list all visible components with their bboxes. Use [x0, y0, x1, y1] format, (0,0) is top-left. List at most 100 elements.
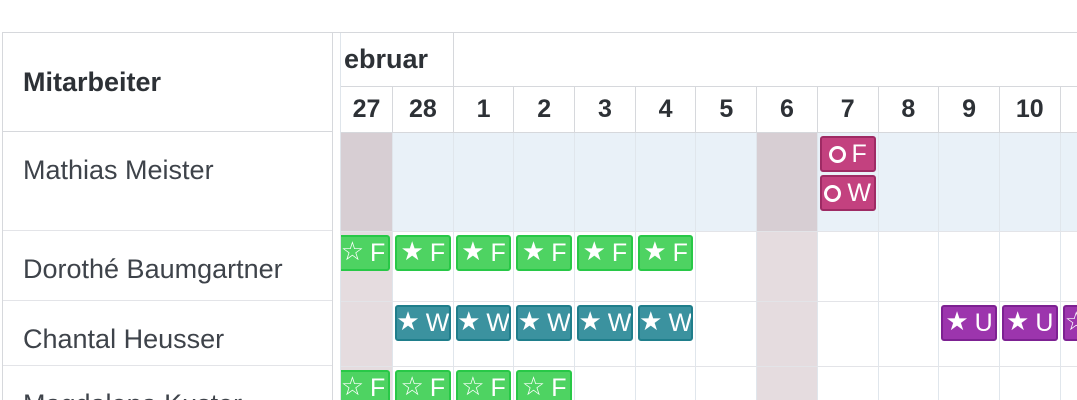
star-filled-icon: ★: [521, 237, 546, 267]
day-cell[interactable]: ★ W: [514, 302, 576, 366]
shift-badge[interactable]: ☆ F: [516, 370, 573, 400]
day-cell[interactable]: [879, 302, 940, 366]
day-cell[interactable]: ★ W: [575, 302, 636, 366]
badge-stack: ☆: [1062, 305, 1077, 341]
day-cell[interactable]: ★ F: [454, 232, 515, 301]
shift-letter: F: [851, 139, 867, 168]
shift-badge[interactable]: ☆ F: [341, 370, 390, 400]
shift-badge[interactable]: ☆ F: [341, 235, 390, 271]
employee-name: Chantal Heusser: [23, 324, 225, 354]
shift-badge[interactable]: ☆: [1062, 305, 1077, 341]
day-cell[interactable]: [635, 133, 697, 231]
day-cell[interactable]: [696, 232, 758, 301]
day-cell[interactable]: ★ F: [514, 232, 576, 301]
shift-badge[interactable]: ★ F: [395, 235, 451, 271]
shift-letter: W: [607, 308, 632, 337]
day-cell[interactable]: ☆ F: [393, 367, 454, 400]
shift-badge[interactable]: ☆ F: [455, 370, 512, 400]
day-cell[interactable]: [939, 133, 1000, 231]
day-cell[interactable]: [575, 133, 636, 231]
month-header-row: ebruar: [341, 33, 1077, 87]
shift-letter: F: [370, 238, 386, 267]
shift-badge[interactable]: ★ F: [455, 235, 512, 271]
day-cell[interactable]: ☆ F: [454, 367, 515, 400]
day-cell[interactable]: [757, 367, 818, 400]
employee-name: Dorothé Baumgartner: [23, 254, 283, 284]
employee-name-cell: Magdalena Kuster: [3, 366, 332, 400]
shift-badge[interactable]: ★ W: [516, 305, 573, 341]
day-cell[interactable]: [879, 232, 940, 301]
day-cell[interactable]: ★ W: [454, 302, 515, 366]
shift-badge[interactable]: W: [819, 175, 876, 211]
star-outline-icon: ☆: [521, 372, 546, 400]
day-cell[interactable]: ☆ F: [341, 367, 393, 400]
shift-letter: F: [611, 238, 628, 267]
schedule-row: ★W★W★W★W★W★U★U☆: [341, 302, 1077, 367]
star-filled-icon: ★: [396, 307, 420, 337]
day-cell[interactable]: [818, 302, 879, 366]
day-cell[interactable]: [818, 232, 879, 301]
badge-stack: ★ F: [395, 235, 451, 271]
circle-outline-icon: [824, 184, 842, 202]
shift-badge[interactable]: ★ W: [455, 305, 512, 341]
day-cell[interactable]: [1060, 133, 1077, 231]
day-cell[interactable]: [575, 367, 636, 400]
day-cell[interactable]: ★ F: [393, 232, 454, 301]
date-header-1: 1: [454, 87, 515, 132]
employee-name-cell: Chantal Heusser: [3, 301, 332, 366]
day-cell[interactable]: ☆ F: [341, 232, 393, 301]
date-header-2: 2: [514, 87, 576, 132]
schedule-grid: ebruar 27 28 1 2 3 4 5 6 7 8 9 10 F W ☆ F ★ F ★ F ★ F ★ F ★ F ★ W ★…: [340, 33, 1077, 400]
day-cell[interactable]: [818, 367, 879, 400]
star-filled-icon: ★: [517, 307, 542, 337]
day-cell[interactable]: [939, 232, 1000, 301]
day-cell[interactable]: ★ F: [575, 232, 636, 301]
day-cell[interactable]: ★ F: [636, 232, 697, 301]
shift-badge[interactable]: ★ F: [516, 235, 573, 271]
day-cell[interactable]: [514, 133, 576, 231]
shift-badge[interactable]: F: [819, 136, 876, 172]
shift-badge[interactable]: ☆ F: [395, 370, 451, 400]
shift-badge[interactable]: ★ F: [577, 235, 633, 271]
badge-stack: ★ W: [455, 305, 512, 341]
shift-badge[interactable]: ★ W: [395, 305, 451, 341]
day-cell[interactable]: [341, 133, 393, 231]
day-cell[interactable]: [696, 302, 758, 366]
day-cell[interactable]: [879, 367, 940, 400]
day-cell[interactable]: ★ W: [393, 302, 454, 366]
schedule-row: ☆ F ★ F ★ F ★ F ★ F ★ F: [341, 232, 1077, 302]
shift-badge[interactable]: ★ F: [637, 235, 694, 271]
day-cell[interactable]: [453, 133, 515, 231]
day-cell[interactable]: [696, 367, 758, 400]
date-header-28: 28: [393, 87, 454, 132]
day-cell[interactable]: ☆ F: [514, 367, 576, 400]
date-header-row: 27 28 1 2 3 4 5 6 7 8 9 10: [341, 87, 1077, 133]
shift-badge[interactable]: ★ U: [1001, 305, 1058, 341]
shift-badge[interactable]: ★ W: [637, 305, 694, 341]
day-cell[interactable]: [757, 302, 818, 366]
day-cell[interactable]: [341, 302, 393, 366]
day-cell[interactable]: [1000, 367, 1061, 400]
day-cell[interactable]: [696, 133, 758, 231]
day-cell[interactable]: [939, 367, 1000, 400]
shift-badge[interactable]: ★ U: [941, 305, 997, 341]
day-cell[interactable]: ★ U: [1000, 302, 1061, 366]
day-cell[interactable]: ★ U: [939, 302, 1000, 366]
shift-badge[interactable]: ★ W: [577, 305, 633, 341]
day-cell[interactable]: [878, 133, 940, 231]
day-cell[interactable]: ★ W: [636, 302, 697, 366]
day-cell[interactable]: [393, 133, 454, 231]
day-cell[interactable]: [1000, 232, 1061, 301]
employee-name-cell: Dorothé Baumgartner: [3, 231, 332, 301]
day-cell[interactable]: [1061, 232, 1077, 301]
badge-stack: ☆ F: [516, 370, 573, 400]
day-cell[interactable]: [999, 133, 1061, 231]
star-filled-icon: ★: [457, 307, 481, 337]
date-header-5: 5: [696, 87, 758, 132]
day-cell[interactable]: [757, 133, 818, 231]
day-cell[interactable]: [1061, 367, 1077, 400]
day-cell[interactable]: [636, 367, 697, 400]
day-cell[interactable]: ☆: [1061, 302, 1077, 366]
day-cell[interactable]: [757, 232, 818, 301]
